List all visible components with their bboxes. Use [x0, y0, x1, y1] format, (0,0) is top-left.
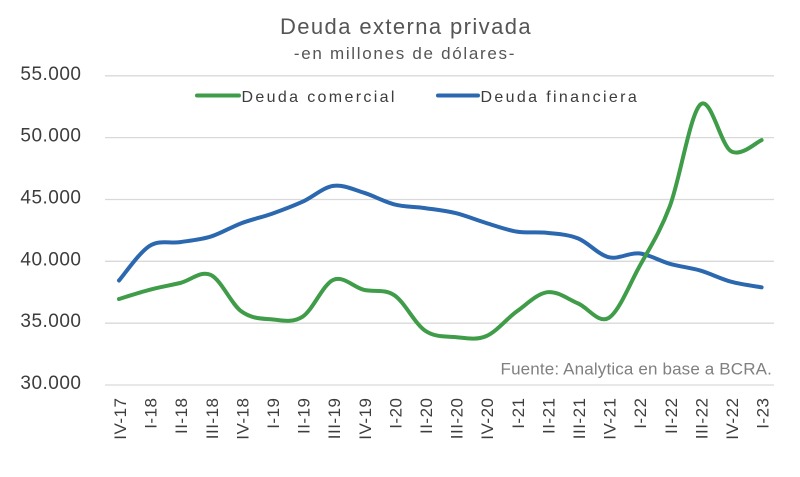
svg-text:Fuente: Analytica en base a BC: Fuente: Analytica en base a BCRA. — [501, 360, 772, 379]
svg-text:50.000: 50.000 — [20, 126, 81, 147]
svg-text:II-22: II-22 — [662, 398, 681, 435]
svg-text:IV-21: IV-21 — [601, 398, 620, 440]
svg-text:III-20: III-20 — [448, 398, 467, 440]
svg-text:Deuda comercial: Deuda comercial — [242, 89, 397, 106]
svg-text:I-19: I-19 — [264, 398, 283, 429]
svg-text:III-22: III-22 — [692, 398, 711, 440]
svg-text:II-20: II-20 — [417, 398, 436, 435]
svg-text:III-21: III-21 — [570, 398, 589, 440]
svg-text:IV-17: IV-17 — [111, 398, 130, 440]
svg-text:I-18: I-18 — [142, 398, 161, 429]
svg-text:II-19: II-19 — [295, 398, 314, 435]
svg-text:40.000: 40.000 — [20, 249, 81, 270]
svg-text:III-18: III-18 — [203, 398, 222, 440]
svg-text:III-19: III-19 — [325, 398, 344, 440]
svg-text:-en millones de dólares-: -en millones de dólares- — [294, 44, 516, 63]
svg-text:IV-22: IV-22 — [723, 398, 742, 440]
svg-text:I-21: I-21 — [509, 398, 528, 429]
svg-text:II-18: II-18 — [172, 398, 191, 435]
svg-text:35.000: 35.000 — [20, 311, 81, 332]
svg-text:IV-20: IV-20 — [478, 398, 497, 440]
svg-text:45.000: 45.000 — [20, 188, 81, 209]
svg-text:II-21: II-21 — [539, 398, 558, 435]
svg-text:I-22: I-22 — [631, 398, 650, 429]
svg-text:I-20: I-20 — [386, 398, 405, 429]
svg-text:Deuda financiera: Deuda financiera — [481, 89, 640, 106]
svg-text:55.000: 55.000 — [20, 64, 81, 85]
svg-text:Deuda externa privada: Deuda externa privada — [280, 14, 532, 39]
svg-text:IV-19: IV-19 — [356, 398, 375, 440]
svg-text:IV-18: IV-18 — [233, 398, 252, 440]
svg-text:30.000: 30.000 — [20, 373, 81, 394]
svg-text:I-23: I-23 — [754, 398, 773, 429]
